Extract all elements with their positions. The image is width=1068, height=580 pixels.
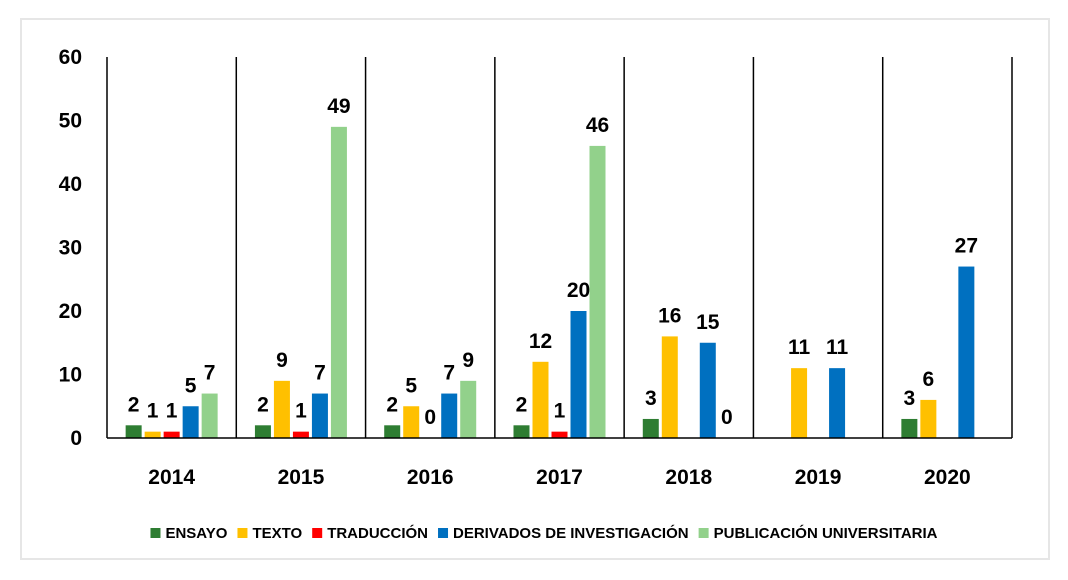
data-label: 15 — [696, 311, 720, 334]
legend-label: ENSAYO — [165, 525, 227, 542]
data-label: 2 — [386, 393, 398, 416]
data-label: 16 — [658, 304, 681, 327]
data-label: 5 — [405, 374, 417, 397]
category-label: 2017 — [536, 466, 583, 489]
y-tick-label: 50 — [59, 110, 82, 133]
data-label: 0 — [721, 406, 733, 429]
bar-ensayo — [642, 418, 659, 438]
data-label: 1 — [295, 400, 307, 423]
data-label: 2 — [516, 393, 528, 416]
category-label: 2015 — [278, 466, 325, 489]
data-label: 1 — [554, 400, 566, 423]
category-label: 2020 — [924, 466, 971, 489]
bar-derivados-de-investigaci-n — [829, 368, 846, 438]
y-tick-label: 0 — [70, 427, 82, 450]
legend-label: TEXTO — [252, 525, 302, 542]
bar-texto — [273, 380, 290, 438]
y-tick-label: 10 — [59, 364, 82, 387]
data-label: 9 — [276, 349, 288, 372]
bar-derivados-de-investigaci-n — [958, 266, 975, 438]
legend: ENSAYO TEXTO TRADUCCIÓN DERIVADOS DE INVEST… — [150, 524, 938, 542]
bar-ensayo — [513, 425, 530, 438]
legend-swatch — [312, 528, 323, 538]
data-label: 3 — [904, 387, 916, 410]
data-label: 49 — [327, 95, 350, 118]
data-label: 3 — [645, 387, 657, 410]
data-label: 27 — [955, 235, 978, 258]
y-tick-label: 40 — [59, 173, 82, 196]
bar-texto — [661, 336, 678, 438]
bar-traducci-n — [163, 431, 180, 438]
data-label: 12 — [529, 330, 552, 353]
bar-ensayo — [384, 425, 401, 438]
data-label: 46 — [586, 114, 609, 137]
y-tick-label: 20 — [59, 300, 82, 323]
y-axis-ticks: 0 10 20 30 40 50 60 — [59, 46, 82, 450]
data-label: 7 — [314, 362, 326, 385]
bar-texto — [791, 368, 808, 438]
bar-traducci-n — [292, 431, 309, 438]
bar-texto — [403, 406, 420, 438]
bar-ensayo — [254, 425, 271, 438]
y-tick-label: 60 — [59, 46, 82, 69]
bar-derivados-de-investigaci-n — [570, 311, 587, 438]
bar-traducci-n — [551, 431, 568, 438]
bar-derivados-de-investigaci-n — [441, 393, 458, 438]
bar-derivados-de-investigaci-n — [182, 406, 199, 438]
data-label: 9 — [462, 349, 474, 372]
data-label: 5 — [185, 374, 197, 397]
data-label: 2 — [128, 393, 140, 416]
bar-texto — [920, 399, 937, 438]
category-label: 2014 — [148, 466, 195, 489]
bar-publicaci-n-universitaria — [589, 145, 606, 438]
category-label: 2016 — [407, 466, 454, 489]
category-label: 2018 — [665, 466, 712, 489]
bar-publicaci-n-universitaria — [201, 393, 218, 438]
bars-group — [125, 126, 975, 438]
bar-publicaci-n-universitaria — [330, 126, 347, 438]
legend-swatch — [438, 528, 449, 538]
data-label: 6 — [923, 368, 935, 391]
legend-swatch — [237, 528, 248, 538]
data-label: 2 — [257, 393, 269, 416]
legend-label: TRADUCCIÓN — [327, 524, 428, 542]
data-label: 1 — [166, 400, 178, 423]
bar-publicaci-n-universitaria — [460, 380, 477, 438]
data-label: 7 — [443, 362, 455, 385]
legend-label: PUBLICACIÓN UNIVERSITARIA — [714, 524, 938, 542]
bar-derivados-de-investigaci-n — [699, 342, 716, 438]
data-label: 11 — [826, 336, 849, 359]
bar-ensayo — [125, 425, 142, 438]
data-label: 7 — [204, 362, 216, 385]
data-label: 20 — [567, 279, 590, 302]
category-label: 2019 — [795, 466, 842, 489]
bar-texto — [532, 361, 549, 438]
bar-derivados-de-investigaci-n — [311, 393, 328, 438]
legend-swatch — [150, 528, 161, 538]
bar-ensayo — [901, 418, 918, 438]
data-label: 1 — [147, 400, 159, 423]
data-label: 11 — [788, 336, 811, 359]
y-tick-label: 30 — [59, 237, 82, 260]
legend-label: DERIVADOS DE INVESTIGACIÓN — [453, 524, 689, 542]
data-label: 0 — [424, 406, 436, 429]
bar-texto — [144, 431, 161, 438]
chart-frame — [20, 18, 1050, 560]
legend-swatch — [698, 528, 709, 538]
category-labels: 2014 2015 2016 2017 2018 2019 2020 — [148, 466, 970, 489]
category-dividers — [106, 57, 1013, 438]
